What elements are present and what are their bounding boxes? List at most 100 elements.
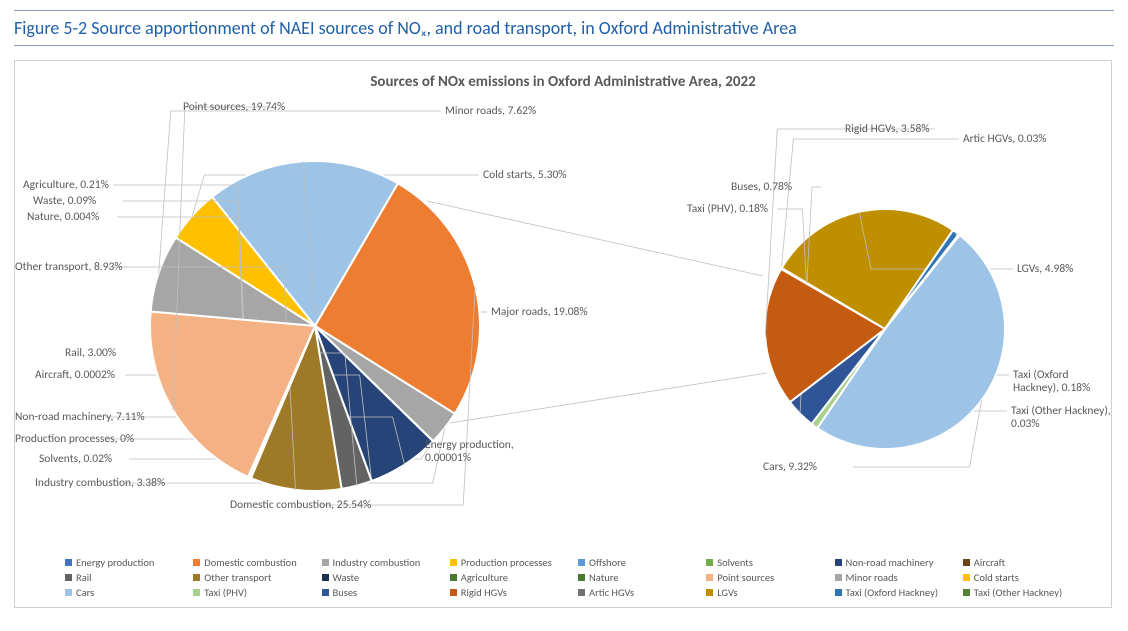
- legend-label: Non-road machinery: [846, 556, 934, 569]
- detail-pie-label-6: Buses, 0.78%: [731, 181, 792, 194]
- figure-title-bar: Figure 5-2 Source apportionment of NAEI …: [14, 10, 1114, 46]
- main-pie-label-7: Production processes, 0%: [15, 433, 134, 446]
- connector-line-1: [450, 373, 767, 423]
- legend-item: Rail: [65, 571, 193, 584]
- legend-swatch: [835, 559, 842, 566]
- detail-pie-label-5: Taxi (PHV), 0.18%: [687, 203, 768, 216]
- legend-item: Waste: [322, 571, 450, 584]
- legend-swatch: [322, 589, 329, 596]
- legend-swatch: [322, 559, 329, 566]
- main-pie-label-11: Other transport, 8.93%: [15, 261, 123, 274]
- legend-swatch: [65, 574, 72, 581]
- legend-label: Taxi (Oxford Hackney): [846, 586, 939, 599]
- legend-label: Waste: [333, 571, 360, 584]
- legend-swatch: [706, 559, 713, 566]
- legend-item: Energy production: [65, 556, 193, 569]
- legend-label: Other transport: [204, 571, 271, 584]
- legend-label: Artic HGVs: [589, 586, 634, 599]
- chart-panel: Sources of NOx emissions in Oxford Admin…: [14, 60, 1112, 608]
- legend-label: Point sources: [717, 571, 774, 584]
- legend-item: Taxi (Other Hackney): [963, 586, 1091, 599]
- legend-item: Aircraft: [963, 556, 1091, 569]
- legend-item: Domestic combustion: [193, 556, 321, 569]
- legend-item: Industry combustion: [322, 556, 450, 569]
- legend-item: Buses: [322, 586, 450, 599]
- legend-swatch: [193, 559, 200, 566]
- legend-swatch: [450, 574, 457, 581]
- legend-label: Agriculture: [461, 571, 508, 584]
- legend-item: Nature: [578, 571, 706, 584]
- main-pie-label-3: Energy production,0.00001%: [425, 439, 514, 465]
- main-pie-label-0: Minor roads, 7.62%: [445, 105, 536, 118]
- legend-item: Other transport: [193, 571, 321, 584]
- legend-label: Rail: [76, 571, 92, 584]
- legend-swatch: [578, 574, 585, 581]
- legend-swatch: [193, 589, 200, 596]
- legend-row-1: Rail Other transport Waste Agriculture Natur…: [65, 571, 1091, 584]
- legend-swatch: [835, 574, 842, 581]
- legend-label: Aircraft: [974, 556, 1005, 569]
- legend-swatch: [963, 559, 970, 566]
- detail-pie-label-4: Cars, 9.32%: [763, 461, 817, 474]
- legend-label: Industry combustion: [333, 556, 421, 569]
- legend-item: Solvents: [706, 556, 834, 569]
- legend-swatch: [578, 559, 585, 566]
- legend-label: Rigid HGVs: [461, 586, 507, 599]
- legend-item: Agriculture: [450, 571, 578, 584]
- legend-item: Offshore: [578, 556, 706, 569]
- detail-pie-label-7: Rigid HGVs, 3.58%: [845, 123, 930, 136]
- legend-item: Taxi (PHV): [193, 586, 321, 599]
- detail-pie-label-3: Taxi (Other Hackney),0.03%: [1011, 405, 1111, 431]
- detail-pie-label-0: Artic HGVs, 0.03%: [963, 133, 1047, 146]
- legend-swatch: [322, 574, 329, 581]
- legend-swatch: [963, 589, 970, 596]
- legend-swatch: [450, 559, 457, 566]
- legend-label: Cold starts: [974, 571, 1019, 584]
- main-pie-label-13: Waste, 0.09%: [33, 195, 96, 208]
- main-pie-label-10: Rail, 3.00%: [65, 347, 116, 360]
- main-pie-label-9: Aircraft, 0.0002%: [35, 369, 115, 382]
- legend-label: Nature: [589, 571, 619, 584]
- legend-label: Buses: [333, 586, 358, 599]
- legend-row-0: Energy production Domestic combustion Indu…: [65, 556, 1091, 569]
- legend-item: Rigid HGVs: [450, 586, 578, 599]
- legend-label: Energy production: [76, 556, 154, 569]
- legend-label: Solvents: [717, 556, 753, 569]
- legend-label: Domestic combustion: [204, 556, 296, 569]
- legend-label: Minor roads: [846, 571, 898, 584]
- main-pie-label-8: Non-road machinery, 7.11%: [15, 411, 145, 424]
- legend-item: Cars: [65, 586, 193, 599]
- detail-pie-label-2: Taxi (OxfordHackney), 0.18%: [1013, 369, 1090, 395]
- main-pie-label-2: Major roads, 19.08%: [491, 306, 588, 319]
- main-pie-label-12: Nature, 0.004%: [27, 211, 99, 224]
- legend-swatch: [578, 589, 585, 596]
- legend-label: Cars: [76, 586, 94, 599]
- legend-swatch: [450, 589, 457, 596]
- legend-item: Taxi (Oxford Hackney): [835, 586, 963, 599]
- legend-label: Taxi (PHV): [204, 586, 247, 599]
- legend-label: Offshore: [589, 556, 626, 569]
- main-pie-label-14: Agriculture, 0.21%: [23, 179, 109, 192]
- detail-pie-label-1: LGVs, 4.98%: [1017, 263, 1073, 276]
- legend-item: Production processes: [450, 556, 578, 569]
- chart-title: Sources of NOx emissions in Oxford Admin…: [15, 61, 1111, 91]
- legend-swatch: [835, 589, 842, 596]
- legend-item: Cold starts: [963, 571, 1091, 584]
- legend-item: LGVs: [706, 586, 834, 599]
- main-pie-label-6: Solvents, 0.02%: [39, 453, 112, 466]
- figure-title: Figure 5-2 Source apportionment of NAEI …: [14, 17, 1114, 39]
- legend-swatch: [706, 574, 713, 581]
- legend-swatch: [65, 589, 72, 596]
- pie-container: Minor roads, 7.62% Cold starts, 5.30% Majo…: [15, 91, 1111, 521]
- legend-item: Point sources: [706, 571, 834, 584]
- main-pie-label-5: Industry combustion, 3.38%: [35, 477, 165, 490]
- main-pie-label-1: Cold starts, 5.30%: [483, 169, 567, 182]
- legend-item: Artic HGVs: [578, 586, 706, 599]
- legend: Energy production Domestic combustion Indu…: [65, 556, 1091, 601]
- legend-swatch: [65, 559, 72, 566]
- main-pie-label-15: Point sources, 19.74%: [183, 101, 285, 114]
- main-pie-label-4: Domestic combustion, 25.54%: [230, 499, 371, 512]
- legend-label: Taxi (Other Hackney): [974, 586, 1062, 599]
- legend-label: LGVs: [717, 586, 737, 599]
- legend-item: Minor roads: [835, 571, 963, 584]
